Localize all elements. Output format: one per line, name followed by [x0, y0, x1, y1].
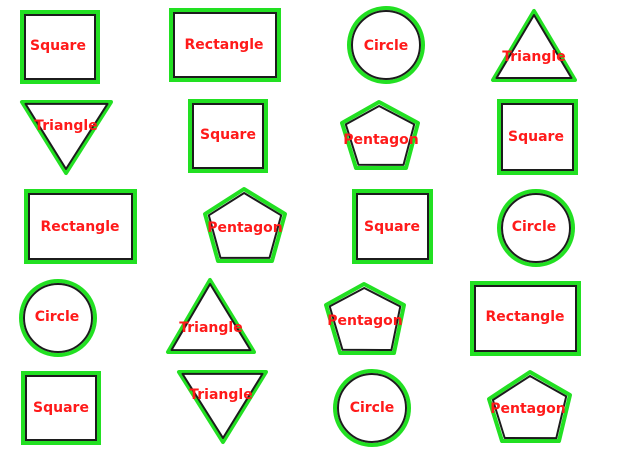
shape-label: Pentagon: [207, 220, 282, 236]
shape-edge: [181, 372, 264, 439]
pentagon-shape-10: [203, 187, 287, 263]
shape-label: Rectangle: [41, 219, 120, 235]
shape-edge: [207, 192, 283, 259]
triangle-down-shape-5: [20, 100, 113, 175]
shape-label: Pentagon: [343, 132, 418, 148]
shape-label: Square: [364, 219, 420, 235]
shape-label: Square: [200, 127, 256, 143]
shape-edge: [474, 285, 577, 352]
shape-label: Triangle: [34, 118, 97, 134]
shape-outline: [203, 187, 287, 263]
shape-label: Square: [30, 38, 86, 54]
shape-outline: [497, 99, 578, 175]
square-shape-17: [21, 371, 101, 445]
shape-outline: [169, 8, 281, 82]
shape-edge: [337, 373, 407, 443]
shape-outline: [333, 369, 411, 447]
shape-edge: [24, 14, 96, 80]
square-shape-1: [20, 10, 100, 84]
labels-layer: Square Rectangle Circle Triangle Triangle Squ…: [30, 37, 566, 417]
shape-edge: [24, 102, 109, 170]
triangle-down-shape-18: [177, 370, 268, 444]
pentagon-shape-20: [487, 370, 572, 443]
square-shape-11: [352, 189, 433, 264]
shape-outline: [20, 10, 100, 84]
shape-outline: [347, 6, 425, 84]
shape-label: Circle: [35, 309, 80, 325]
shape-label: Square: [33, 400, 89, 416]
shape-edge: [344, 105, 416, 166]
shape-label: Rectangle: [185, 37, 264, 53]
rectangle-shape-9: [24, 189, 137, 264]
shape-edge: [170, 283, 252, 352]
shape-label: Circle: [364, 38, 409, 54]
circle-shape-19: [333, 369, 411, 447]
shape-edge: [25, 375, 97, 441]
shape-label: Pentagon: [327, 313, 402, 329]
shape-edge: [501, 193, 571, 263]
shape-edge: [192, 103, 264, 169]
shape-edge: [491, 375, 568, 440]
square-shape-6: [188, 99, 268, 173]
circle-shape-12: [497, 189, 575, 267]
shape-outline: [21, 371, 101, 445]
circle-shape-13: [19, 279, 97, 357]
shape-edge: [501, 103, 574, 171]
shape-label: Circle: [350, 400, 395, 416]
shape-outline: [340, 100, 420, 170]
pentagon-shape-7: [340, 100, 420, 170]
shape-outline: [324, 282, 406, 355]
shape-outline: [19, 279, 97, 357]
shape-edge: [28, 193, 133, 260]
shapes-layer: [19, 6, 581, 447]
shape-label: Triangle: [189, 387, 252, 403]
circle-shape-3: [347, 6, 425, 84]
shape-outline: [177, 370, 268, 444]
square-shape-8: [497, 99, 578, 175]
shape-edge: [23, 283, 93, 353]
shape-edge: [356, 193, 429, 260]
shape-label: Circle: [512, 219, 557, 235]
shape-outline: [24, 189, 137, 264]
shape-outline: [20, 100, 113, 175]
shape-outline: [188, 99, 268, 173]
shape-edge: [495, 14, 573, 79]
pentagon-shape-15: [324, 282, 406, 355]
shape-outline: [487, 370, 572, 443]
rectangle-shape-2: [169, 8, 281, 82]
shape-edge: [328, 287, 402, 351]
triangle-up-shape-14: [166, 278, 256, 354]
triangle-up-shape-4: [491, 9, 577, 82]
shape-label: Triangle: [502, 49, 565, 65]
shape-edge: [351, 10, 421, 80]
shape-label: Triangle: [179, 320, 242, 336]
shape-edge: [173, 12, 277, 78]
shape-label: Square: [508, 129, 564, 145]
shape-outline: [491, 9, 577, 82]
shape-outline: [166, 278, 256, 354]
shape-label: Pentagon: [490, 401, 565, 417]
shape-outline: [352, 189, 433, 264]
shape-outline: [497, 189, 575, 267]
shape-label: Rectangle: [486, 309, 565, 325]
rectangle-shape-16: [470, 281, 581, 356]
shape-outline: [470, 281, 581, 356]
